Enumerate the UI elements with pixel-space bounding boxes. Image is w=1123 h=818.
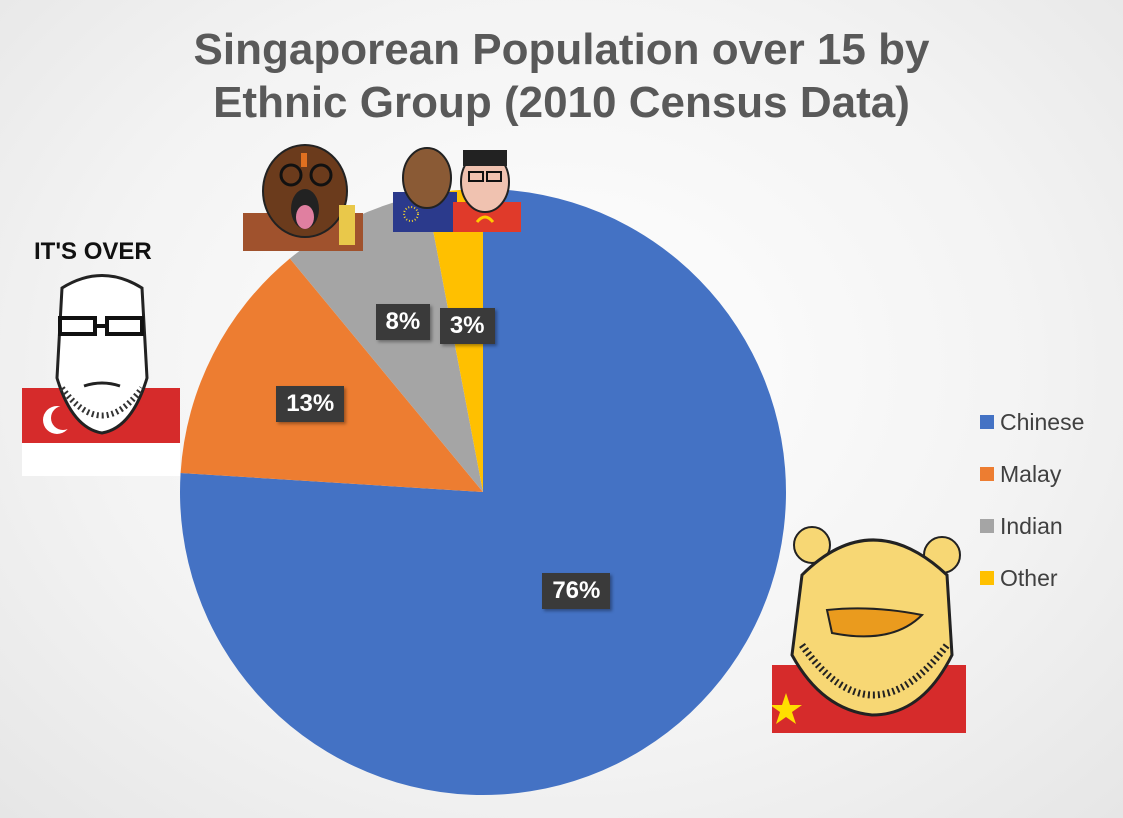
pie-slice-malay xyxy=(180,258,483,492)
legend-swatch xyxy=(980,467,994,481)
legend-label: Chinese xyxy=(1000,408,1085,435)
pie-slice-chinese xyxy=(180,189,786,796)
chart-title: Singaporean Population over 15 by Ethnic… xyxy=(40,24,1083,130)
legend-item-indian: Indian xyxy=(980,500,1100,552)
legend-label: Other xyxy=(1000,564,1058,591)
legend-swatch xyxy=(980,571,994,585)
legend-item-other: Other xyxy=(980,552,1100,604)
legend: Chinese Malay Indian Other xyxy=(980,396,1100,604)
data-label-malay: 13% xyxy=(276,385,345,422)
data-label-chinese: 76% xyxy=(542,573,611,610)
legend-item-chinese: Chinese xyxy=(980,396,1100,448)
pie-slice-indian xyxy=(289,194,483,493)
chinese-chad-illustration xyxy=(772,515,966,733)
legend-label: Malay xyxy=(1000,460,1062,487)
western-soyjaks-illustration xyxy=(393,142,521,232)
chart-title-line-1: Singaporean Population over 15 by xyxy=(193,25,930,74)
its-over-caption: IT'S OVER xyxy=(34,238,152,265)
chart-title-line-2: Ethnic Group (2010 Census Data) xyxy=(213,77,910,127)
indian-soyjak-illustration xyxy=(243,143,363,251)
legend-label: Indian xyxy=(1000,512,1063,539)
legend-swatch xyxy=(980,519,994,533)
legend-item-malay: Malay xyxy=(980,448,1100,500)
sad-wojak-singapore-illustration xyxy=(22,268,180,476)
legend-swatch xyxy=(980,415,994,429)
data-label-other: 3% xyxy=(439,308,495,345)
data-label-indian: 8% xyxy=(375,304,431,341)
